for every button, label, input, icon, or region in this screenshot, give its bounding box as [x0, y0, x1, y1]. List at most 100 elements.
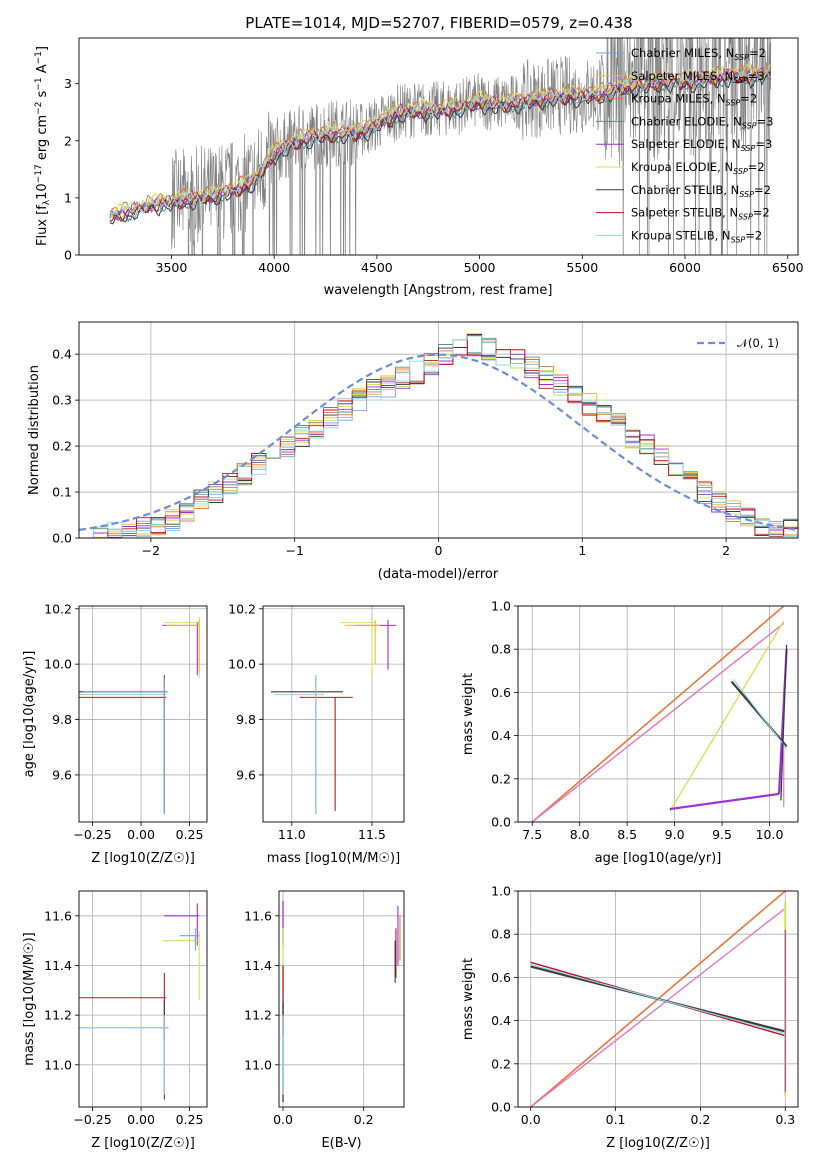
- histogram-plot-area: [79, 333, 798, 538]
- x-tick-label: 11.0: [278, 827, 306, 842]
- x-tick-label: 6000: [669, 260, 701, 275]
- axes-frame: [78, 605, 208, 823]
- x-tick-label: 8.0: [570, 827, 590, 842]
- y-tick-label: 0.6: [491, 685, 511, 700]
- panel-age-vs-Z: −0.25 0.00 0.25 9.6 9.8 10.0 10.2 Z [log10(Z/Z☉…: [22, 601, 208, 866]
- y-tick-label: 10.0: [228, 657, 256, 672]
- axes-frame: [262, 605, 405, 823]
- plot-area-weight-vs-Z: [530, 891, 787, 1107]
- x-tick-label: 0.25: [176, 1112, 204, 1127]
- x-tick-label: −1: [285, 543, 303, 558]
- axes-frame: [517, 605, 799, 823]
- x-tick-label: 0.0: [273, 1112, 293, 1127]
- weight-line: [530, 907, 786, 1107]
- y-tick-label: 0.4: [491, 728, 511, 743]
- residual-histogram-panel: −2 −1 0 1 2 0.0 0.1 0.2 0.3 0.4 𝒩(0, 1) (data-model…: [27, 321, 799, 582]
- y-tick-label: 1.0: [491, 599, 511, 614]
- panel-age-vs-mass: 11.0 11.5 9.6 9.8 10.0 10.2 mass [log10(M/M☉)]: [228, 601, 405, 866]
- weight-line: [780, 644, 788, 801]
- model-line-salpeter-stelib: [109, 70, 771, 223]
- y-tick-label: 11.2: [244, 1008, 272, 1023]
- axes-frame: [78, 890, 208, 1108]
- x-tick-label: 0.00: [127, 1112, 155, 1127]
- axes-frame: [517, 890, 799, 1108]
- y-tick-label: 11.0: [244, 1057, 272, 1072]
- x-tick-label: 0.1: [606, 1112, 626, 1127]
- x-tick-label: 4500: [361, 260, 393, 275]
- normal-curve: [79, 353, 796, 531]
- x-tick-label: 7.5: [522, 827, 542, 842]
- legend-label: Chabrier MILES, NSSP=2: [631, 46, 766, 62]
- plot-area-weight-vs-age: [531, 606, 788, 822]
- x-tick-label: 0.2: [354, 1112, 374, 1127]
- figure-title: PLATE=1014, MJD=52707, FIBERID=0579, z=0…: [245, 14, 632, 32]
- y-tick-label: 11.0: [44, 1057, 72, 1072]
- y-tick-label: 0.4: [52, 347, 72, 362]
- weight-line: [530, 963, 786, 1035]
- spectrum-plot-area: [109, 38, 772, 255]
- y-tick-label: 0.2: [491, 771, 511, 786]
- legend-label: Chabrier ELODIE, NSSP=3: [631, 114, 773, 130]
- x-tick-label: 5500: [566, 260, 598, 275]
- x-tick-label: 6500: [772, 260, 804, 275]
- y-tick-label: 0.8: [491, 642, 511, 657]
- panel-mass-vs-EBV: 0.0 0.2 11.0 11.2 11.4 11.6 E(B-V): [244, 890, 405, 1151]
- weight-line: [669, 792, 780, 811]
- x-tick-label: 8.5: [617, 827, 637, 842]
- y-tick-label: 1.0: [491, 884, 511, 899]
- x-tick-label: 0.25: [176, 827, 204, 842]
- x-tick-label: −2: [142, 543, 160, 558]
- weight-line: [732, 679, 788, 749]
- legend-label: Kroupa ELODIE, NSSP=2: [631, 160, 765, 176]
- y-tick-label: 11.6: [244, 908, 272, 923]
- x-tick-label: 2: [722, 543, 730, 558]
- histogram-step-salpeter-stelib: [79, 334, 798, 538]
- observed-spectrum: [109, 38, 772, 255]
- legend-label: Chabrier STELIB, NSSP=2: [631, 183, 771, 199]
- x-axis-label: (data-model)/error: [378, 567, 499, 582]
- axes-frame: [278, 890, 405, 1108]
- y-tick-label: 0.0: [491, 1100, 511, 1115]
- x-tick-label: 1: [578, 543, 586, 558]
- y-tick-label: 9.6: [236, 767, 256, 782]
- legend-label: 𝒩(0, 1): [737, 336, 779, 350]
- y-axis-label: mass weight: [461, 958, 476, 1040]
- x-tick-label: 0.3: [775, 1112, 795, 1127]
- y-tick-label: 11.2: [44, 1008, 72, 1023]
- plot-area-age-vs-Z: [79, 617, 200, 814]
- legend-label: Kroupa MILES, NSSP=2: [631, 92, 757, 108]
- y-tick-label: 9.6: [52, 767, 72, 782]
- y-tick-label: 0.3: [52, 393, 72, 408]
- x-tick-label: 0.0: [521, 1112, 541, 1127]
- x-tick-label: 3500: [156, 260, 188, 275]
- x-axis-label: Z [log10(Z/Z☉)]: [91, 1136, 195, 1151]
- y-tick-label: 3: [64, 76, 72, 91]
- x-tick-label: 5000: [464, 260, 496, 275]
- legend-label: Salpeter ELODIE, NSSP=3: [631, 137, 772, 153]
- plot-area-age-vs-mass: [271, 619, 396, 814]
- y-tick-label: 9.8: [52, 712, 72, 727]
- y-tick-label: 0: [64, 248, 72, 263]
- x-tick-label: −0.25: [73, 827, 111, 842]
- parameter-panels: −0.25 0.00 0.25 9.6 9.8 10.0 10.2 Z [log10(Z/Z☉…: [22, 599, 799, 1151]
- model-line-kroupa-stelib: [109, 68, 771, 222]
- axes-frame: [78, 37, 799, 256]
- y-tick-label: 0.4: [491, 1013, 511, 1028]
- y-axis-label: mass [log10(M/M☉)]: [22, 932, 37, 1065]
- y-tick-label: 10.2: [44, 601, 72, 616]
- panel-weight-vs-Z: 0.0 0.1 0.2 0.3 0.0 0.2 0.4 0.6 0.8 1.0 Z [log10(Z…: [461, 884, 799, 1151]
- model-line-chabrier-stelib: [109, 71, 771, 225]
- y-tick-label: 0.2: [491, 1056, 511, 1071]
- x-axis-label: wavelength [Angstrom, rest frame]: [324, 283, 553, 298]
- y-tick-label: 9.8: [236, 712, 256, 727]
- legend-label: Kroupa STELIB, NSSP=2: [631, 228, 762, 244]
- y-tick-label: 10.0: [44, 657, 72, 672]
- x-tick-label: 4000: [258, 260, 290, 275]
- y-tick-label: 10.2: [228, 601, 256, 616]
- legend-label: Salpeter STELIB, NSSP=2: [631, 206, 770, 222]
- axes-frame: [78, 321, 799, 539]
- x-axis-label: mass [log10(M/M☉)]: [267, 851, 400, 866]
- x-tick-label: 0.2: [690, 1112, 710, 1127]
- weight-line: [531, 606, 785, 822]
